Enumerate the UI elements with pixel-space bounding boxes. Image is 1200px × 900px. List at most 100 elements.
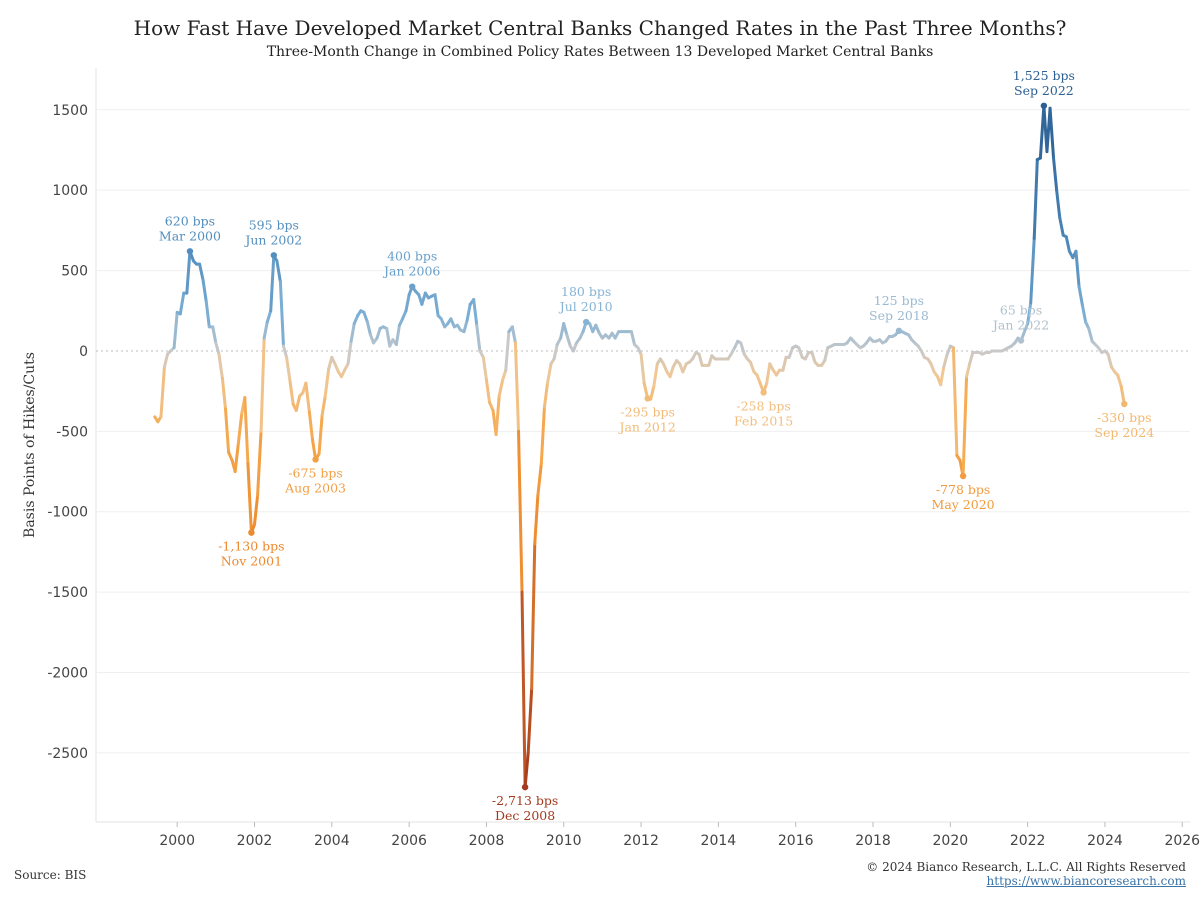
line-segment [275, 259, 282, 284]
line-segment [236, 412, 244, 446]
line-segment [211, 325, 218, 345]
annotation-value: -1,130 bps [218, 539, 284, 554]
x-tick-label: 2016 [778, 833, 814, 849]
line-segment [797, 346, 804, 359]
line-segment [526, 687, 534, 755]
line-segment [252, 494, 260, 527]
line-segment [433, 293, 440, 318]
line-segment [552, 343, 559, 361]
annotation-point [760, 389, 767, 396]
annotation-date: Jan 2022 [991, 318, 1049, 333]
annotation-date: May 2020 [932, 497, 995, 512]
annotation-value: 180 bps [561, 284, 611, 299]
x-tick-label: 2014 [701, 833, 737, 849]
annotation-value: -295 bps [620, 404, 674, 419]
line-segment [162, 352, 170, 369]
annotation-point [895, 327, 903, 335]
line-segment [497, 378, 505, 398]
annotation-date: Sep 2024 [1094, 425, 1154, 440]
annotation-point [1121, 400, 1128, 408]
line-segment [513, 341, 521, 433]
annotation-value: -675 bps [288, 465, 342, 480]
y-tick-label: 0 [79, 344, 88, 360]
annotation-point [644, 395, 651, 402]
line-segment [420, 291, 427, 306]
annotation-date: Feb 2015 [734, 413, 793, 428]
annotation-date: Aug 2003 [284, 480, 346, 495]
line-segment [262, 320, 269, 340]
line-segment [317, 413, 324, 456]
copyright-note: © 2024 Bianco Research, L.L.C. All Right… [866, 860, 1186, 874]
line-segment [481, 355, 488, 382]
y-tick-label: 1000 [52, 183, 88, 199]
line-segment [365, 320, 372, 337]
line-segment [517, 429, 524, 594]
line-segment [404, 293, 411, 313]
annotation-date: Jul 2010 [558, 299, 613, 314]
annotation-value: 65 bps [1000, 303, 1042, 318]
line-segment [939, 365, 946, 387]
line-segment [472, 298, 479, 327]
x-axis: 2000 2002 2004 2006 2008 2010 2012 2014 2016 2018… [159, 822, 1200, 849]
annotation-date: Sep 2018 [869, 308, 929, 323]
chart-title: How Fast Have Developed Market Central B… [133, 16, 1067, 40]
line-segment [494, 394, 501, 437]
line-segment [787, 346, 795, 359]
line-segment [178, 291, 186, 316]
line-segment [536, 461, 543, 498]
line-segment [533, 494, 540, 546]
line-segment [965, 362, 972, 379]
line-segment [765, 362, 772, 385]
chart-subtitle: Three-Month Change in Combined Policy Ra… [266, 44, 934, 60]
line-segment [639, 352, 646, 385]
line-segment [649, 384, 656, 401]
y-axis: 1500 1000 500 0 -500 -1000 -1500 -2000 -2500 [47, 103, 88, 762]
x-tick-label: 2010 [546, 833, 582, 849]
line-segment [198, 262, 205, 282]
x-tick-label: 2022 [1010, 833, 1046, 849]
line-segment [748, 360, 756, 374]
line-segment [484, 378, 492, 404]
line-segment [288, 379, 295, 406]
line-segment [1074, 249, 1081, 289]
line-segment [530, 542, 537, 691]
line-segment [1029, 236, 1036, 305]
line-segment [942, 352, 949, 369]
annotation-value: -330 bps [1097, 410, 1151, 425]
line-segment [520, 590, 527, 789]
annotation-value: 125 bps [874, 293, 924, 308]
line-segment [504, 330, 511, 372]
line-segment [810, 351, 817, 364]
line-segment [217, 352, 224, 380]
y-tick-label: -1000 [47, 505, 88, 521]
annotation-date: Nov 2001 [221, 554, 282, 569]
line-segment [256, 429, 263, 498]
line-segment [739, 341, 746, 356]
line-segment [394, 323, 401, 347]
line-segment [652, 362, 659, 388]
annotation-date: Sep 2022 [1014, 83, 1074, 98]
line-segment [320, 394, 327, 417]
x-tick-label: 2012 [623, 833, 659, 849]
website-link[interactable]: https://www.biancoresearch.com [986, 874, 1186, 888]
annotation-point [1017, 337, 1025, 344]
line-segment [385, 326, 392, 348]
gridlines [95, 68, 1190, 823]
line-segment [501, 368, 508, 382]
line-segment [310, 437, 318, 461]
line-segment [961, 375, 969, 478]
x-tick-label: 2026 [1164, 833, 1200, 849]
annotation-point [186, 248, 194, 255]
line-segment [304, 381, 311, 414]
annotation-value: 595 bps [249, 217, 299, 232]
x-tick-label: 2006 [391, 833, 427, 849]
annotation-point [959, 472, 967, 480]
line-segment [781, 355, 788, 372]
annotation-point [521, 783, 529, 791]
line-segment [307, 410, 314, 441]
line-segment [294, 394, 302, 412]
line-segment [323, 367, 331, 398]
annotation-value: -258 bps [736, 398, 790, 413]
